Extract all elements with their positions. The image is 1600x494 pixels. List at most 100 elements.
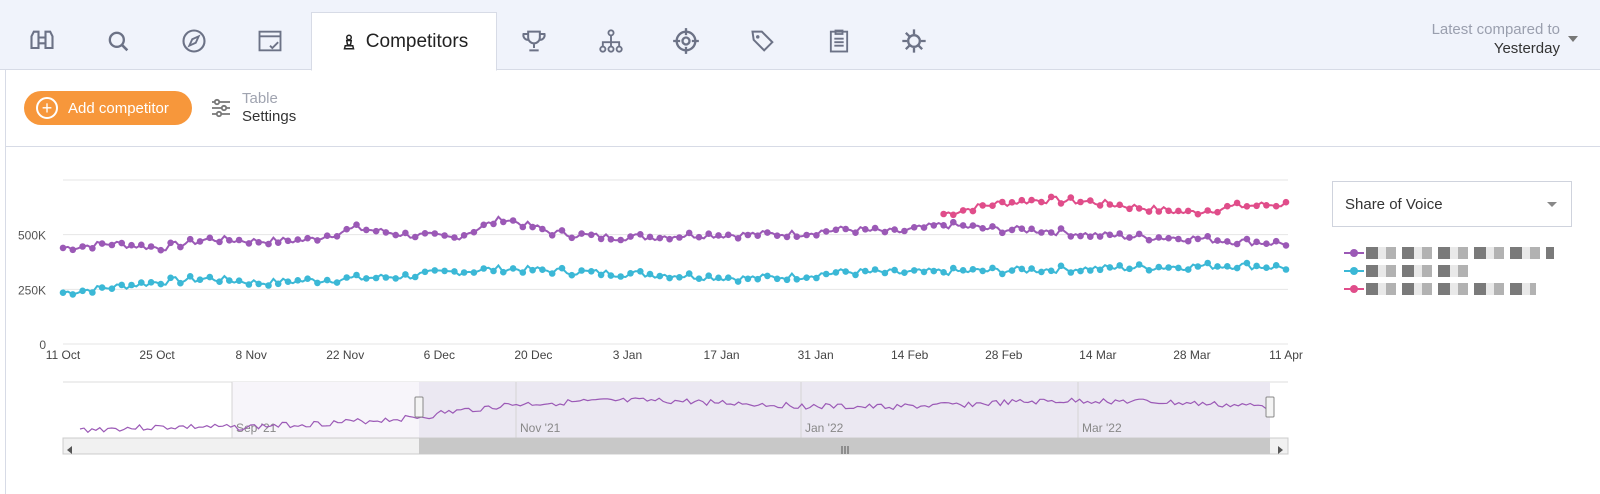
series-point — [284, 237, 292, 245]
series-point — [1008, 226, 1016, 234]
series-point — [813, 232, 820, 239]
tab-chess-pawn[interactable]: Competitors — [311, 12, 497, 71]
x-tick-label: 31 Jan — [798, 348, 834, 362]
series-point — [950, 264, 957, 272]
series-point — [1067, 233, 1075, 240]
chart-legend — [1344, 244, 1554, 298]
series-point — [460, 269, 468, 276]
series-point — [862, 226, 869, 233]
series-point — [441, 267, 448, 275]
series-point — [1096, 266, 1104, 274]
legend-item[interactable] — [1344, 262, 1554, 280]
series-point — [969, 207, 977, 215]
series-point — [333, 233, 341, 240]
metric-select[interactable]: Share of Voice — [1332, 181, 1572, 227]
legend-item[interactable] — [1344, 244, 1554, 262]
share-of-voice-chart: 0 250K 500K 11 Oct 25 Oct 8 Nov 22 Nov 6 Dec 20 … — [18, 179, 1303, 455]
legend-swatch — [1344, 248, 1364, 258]
series-point — [744, 275, 752, 283]
series-point — [783, 233, 791, 241]
series-point — [500, 268, 507, 276]
tab-browser-check[interactable] — [234, 12, 306, 70]
series-point — [910, 267, 918, 274]
series-point — [343, 274, 351, 281]
series-point — [617, 236, 624, 244]
series-point — [1126, 234, 1133, 241]
series-point — [500, 218, 507, 226]
series-point — [959, 222, 967, 229]
tab-clipboard-list[interactable] — [803, 12, 875, 70]
series-point — [1184, 207, 1192, 215]
series-point — [1184, 237, 1192, 245]
series-point — [470, 269, 478, 276]
series-point — [411, 273, 419, 281]
series-point — [1028, 265, 1035, 272]
series-point — [451, 268, 458, 275]
series-point — [402, 271, 409, 278]
series-point — [734, 278, 742, 285]
series-point — [157, 246, 165, 254]
series-point — [597, 235, 605, 243]
series-point — [1028, 196, 1035, 204]
add-competitor-button[interactable]: + Add competitor — [24, 91, 192, 125]
tab-binoculars[interactable] — [6, 12, 78, 70]
chevron-down-icon[interactable] — [1568, 36, 1578, 42]
table-settings-button[interactable]: Table Settings — [210, 89, 296, 127]
series-point — [1243, 259, 1251, 267]
tab-search[interactable] — [82, 12, 154, 70]
navigator-label: Mar '22 — [1082, 421, 1122, 435]
tab-tags[interactable] — [727, 12, 799, 70]
series-point — [1263, 264, 1270, 271]
series-point — [294, 236, 302, 243]
series-point — [1233, 199, 1241, 207]
top-navigation — [0, 0, 1600, 70]
series-point — [1067, 269, 1075, 276]
tab-compass[interactable] — [158, 12, 230, 70]
legend-item[interactable] — [1344, 280, 1554, 298]
series-point — [832, 269, 840, 276]
tab-gear-refresh[interactable] — [878, 12, 950, 70]
navigator-series-line — [79, 397, 1271, 434]
series-point — [186, 273, 194, 280]
series-point — [509, 217, 517, 224]
series-point — [646, 270, 654, 278]
series-point — [705, 272, 712, 279]
tab-crosshair[interactable] — [650, 12, 722, 70]
sliders-icon — [212, 98, 230, 118]
series-point — [685, 270, 693, 277]
compare-selector[interactable]: Latest compared to Yesterday — [1432, 20, 1560, 58]
series-point — [548, 270, 556, 277]
tab-sitemap[interactable] — [575, 12, 647, 70]
series-point — [1145, 267, 1153, 274]
series-point — [656, 234, 664, 242]
series-point — [1263, 202, 1270, 209]
series-point — [950, 211, 957, 219]
series-point — [304, 234, 311, 242]
series-point — [1126, 205, 1133, 213]
chevron-down-icon — [1547, 202, 1557, 207]
series-point — [607, 272, 615, 279]
series-point — [451, 234, 458, 241]
series-point — [421, 268, 429, 276]
series-point — [1116, 201, 1123, 209]
series-point — [59, 289, 67, 296]
tab-trophy[interactable] — [498, 12, 570, 70]
tab-label: Competitors — [365, 30, 469, 52]
series-point — [959, 267, 967, 274]
series-point — [1077, 198, 1084, 206]
series-point — [969, 266, 977, 273]
series-point — [245, 240, 253, 247]
series-point — [989, 223, 996, 230]
y-tick-label: 0 — [39, 338, 46, 352]
series-point — [333, 279, 341, 286]
compare-label: Latest compared to — [1431, 21, 1560, 38]
series-point — [715, 274, 722, 282]
series-point — [206, 234, 214, 242]
series-point — [226, 237, 233, 244]
series-point — [822, 228, 830, 235]
series-point — [1282, 198, 1290, 206]
series-point — [1175, 264, 1182, 272]
series-point — [284, 278, 292, 285]
series-point — [842, 225, 849, 233]
series-point — [588, 268, 595, 275]
